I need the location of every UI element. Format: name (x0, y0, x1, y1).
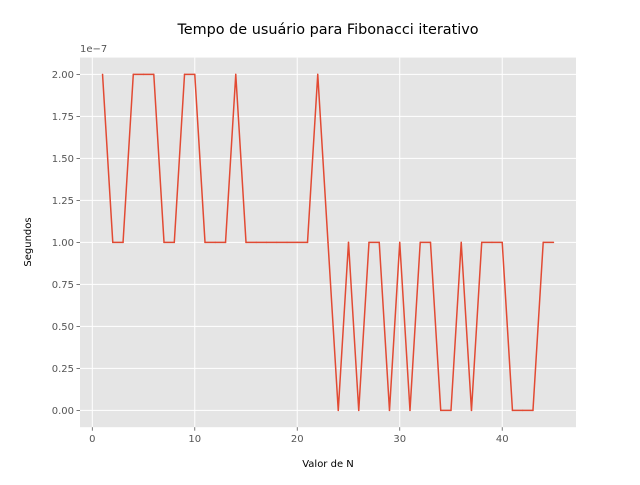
x-tick-label: 40 (496, 434, 509, 445)
data-point (460, 241, 462, 244)
data-point (153, 73, 155, 76)
data-point (480, 241, 483, 244)
x-axis-label: Valor de N (302, 459, 354, 470)
x-tick-label: 20 (291, 434, 304, 445)
data-point (112, 241, 114, 244)
y-tick-label: 0.25 (52, 364, 74, 375)
data-point (347, 241, 350, 244)
chart-title: Tempo de usuário para Fibonacci iterativ… (176, 22, 478, 38)
data-point (235, 73, 237, 76)
data-point (142, 73, 145, 76)
data-point (224, 241, 227, 244)
y-tick-label: 1.75 (52, 112, 74, 123)
data-point (439, 409, 442, 412)
data-point (378, 241, 380, 244)
data-point (183, 73, 186, 76)
data-point (532, 409, 534, 412)
data-point (296, 241, 299, 244)
data-point (255, 241, 258, 244)
data-point (327, 241, 329, 244)
data-point (409, 409, 411, 412)
data-point (173, 241, 176, 244)
data-point (286, 241, 288, 244)
data-point (542, 241, 544, 244)
data-point (429, 241, 432, 244)
data-point (306, 241, 309, 244)
y-tick-label: 0.00 (52, 406, 74, 417)
data-point (245, 241, 247, 244)
data-point (122, 241, 124, 244)
data-point (552, 241, 555, 244)
y-tick-label: 1.50 (52, 154, 74, 165)
data-point (101, 73, 104, 76)
data-point (337, 409, 339, 412)
data-point (398, 241, 401, 244)
data-point (204, 241, 206, 244)
data-point (419, 241, 421, 244)
y-axis-offset-label: 1e−7 (80, 44, 107, 55)
data-point (368, 241, 370, 244)
data-point (163, 241, 165, 244)
y-tick-label: 1.00 (52, 238, 74, 249)
data-point (511, 409, 514, 412)
data-point (194, 73, 196, 76)
x-tick-label: 30 (393, 434, 406, 445)
grid (80, 57, 576, 428)
data-point (317, 73, 319, 76)
data-point (265, 241, 268, 244)
data-point (501, 241, 503, 244)
x-tick-label: 0 (89, 434, 95, 445)
x-axis-ticks: 0 10 20 30 40 (89, 427, 509, 445)
data-point (521, 409, 524, 412)
data-point (357, 409, 360, 412)
data-point (214, 241, 217, 244)
y-tick-label: 1.25 (52, 196, 74, 207)
series-layer (101, 73, 555, 412)
data-point (132, 73, 135, 76)
data-point (450, 409, 452, 412)
data-point (491, 241, 493, 244)
data-point (388, 409, 391, 412)
data-point (276, 241, 278, 244)
y-tick-label: 0.50 (52, 322, 74, 333)
x-tick-label: 10 (188, 434, 201, 445)
y-tick-label: 0.75 (52, 280, 74, 291)
y-axis-label: Segundos (23, 217, 34, 266)
y-axis-ticks: 0.00 0.25 0.50 0.75 1.00 1.25 1.50 1.75 2.00 (52, 70, 80, 417)
y-tick-label: 2.00 (52, 70, 74, 81)
data-point (470, 409, 473, 412)
